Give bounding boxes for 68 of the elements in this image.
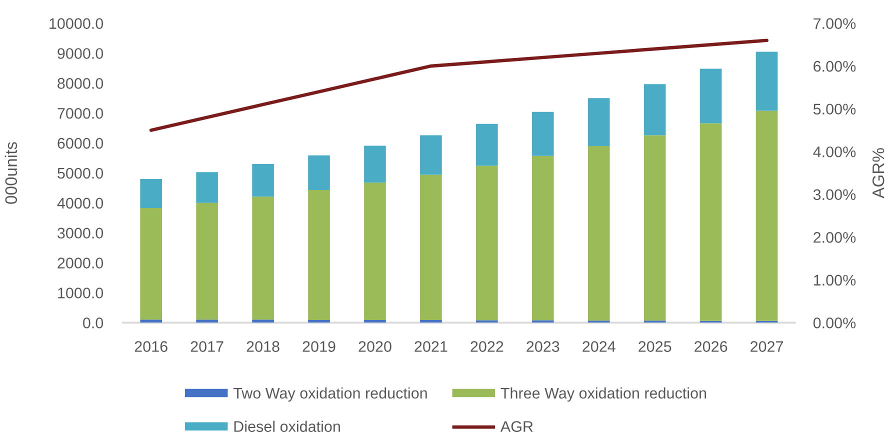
x-tick-label: 2016	[134, 341, 168, 352]
x-tick-label: 2019	[302, 341, 336, 352]
x-tick-label: 2023	[526, 341, 560, 352]
bar	[308, 155, 330, 190]
legend-label: Diesel oxidation	[234, 420, 340, 432]
y2-tick-label: 4.00%	[813, 146, 856, 158]
y-tick-label: 10000.0	[50, 18, 104, 29]
bar	[588, 146, 610, 321]
bar	[588, 98, 610, 146]
x-tick-label: 2027	[750, 341, 784, 352]
bar	[532, 156, 554, 320]
bar	[196, 320, 218, 323]
y2-tick-label: 6.00%	[814, 60, 856, 72]
bar	[532, 112, 554, 156]
line-series	[149, 38, 768, 132]
y-tick-label: 2000.0	[58, 258, 104, 268]
bar	[252, 320, 274, 323]
legend-label: AGR	[500, 421, 533, 432]
bar	[140, 208, 162, 320]
y2-tick-label: 5.00%	[813, 104, 856, 115]
bar	[756, 52, 778, 111]
y-tick-label: 9000.0	[58, 48, 104, 59]
bar	[644, 84, 666, 136]
bar	[308, 320, 330, 323]
bar	[252, 164, 274, 197]
y-axis-title: 000units	[4, 142, 18, 204]
bar	[476, 166, 498, 320]
bar	[308, 190, 330, 320]
bar	[252, 196, 274, 320]
bar	[476, 124, 498, 166]
y2-tick-label: 7.00%	[814, 18, 856, 29]
x-tick-label: 2024	[582, 341, 616, 352]
bar	[420, 135, 442, 175]
bar	[364, 182, 386, 320]
x-tick-label: 2022	[470, 341, 504, 352]
y2-axis-title: AGR%	[872, 148, 884, 198]
x-tick-label: 2017	[190, 341, 224, 352]
bar	[140, 178, 162, 208]
bar	[700, 68, 722, 124]
legend-label: Two Way oxidation reduction	[233, 387, 427, 402]
bar	[364, 146, 386, 183]
bar	[196, 202, 218, 320]
y-tick-label: 3000.0	[58, 228, 104, 239]
x-tick-label: 2021	[414, 341, 448, 352]
x-tick-label: 2018	[246, 341, 280, 352]
bar	[700, 123, 722, 321]
y-tick-label: 1000.0	[58, 288, 104, 298]
bar	[364, 320, 386, 323]
y2-tick-label: 1.00%	[814, 274, 856, 286]
bar	[420, 174, 442, 320]
y2-tick-label: 3.00%	[813, 189, 856, 200]
y-tick-label: 7000.0	[58, 108, 104, 119]
y2-tick-label: 0.00%	[813, 318, 856, 328]
bar	[420, 320, 442, 323]
bar	[196, 172, 218, 203]
y-tick-label: 4000.0	[57, 198, 104, 209]
y2-tick-label: 2.00%	[814, 232, 856, 243]
bar	[644, 135, 666, 321]
x-tick-label: 2025	[638, 341, 672, 352]
x-tick-label: 2026	[694, 341, 728, 352]
y-tick-label: 5000.0	[58, 168, 104, 179]
bar	[756, 110, 778, 321]
x-tick-label: 2020	[358, 341, 392, 352]
y-tick-label: 8000.0	[58, 78, 104, 89]
y-tick-label: 0.0	[83, 318, 104, 328]
bar	[140, 320, 162, 323]
y-tick-label: 6000.0	[58, 138, 104, 149]
legend-label: Three Way oxidation reduction	[500, 387, 706, 402]
